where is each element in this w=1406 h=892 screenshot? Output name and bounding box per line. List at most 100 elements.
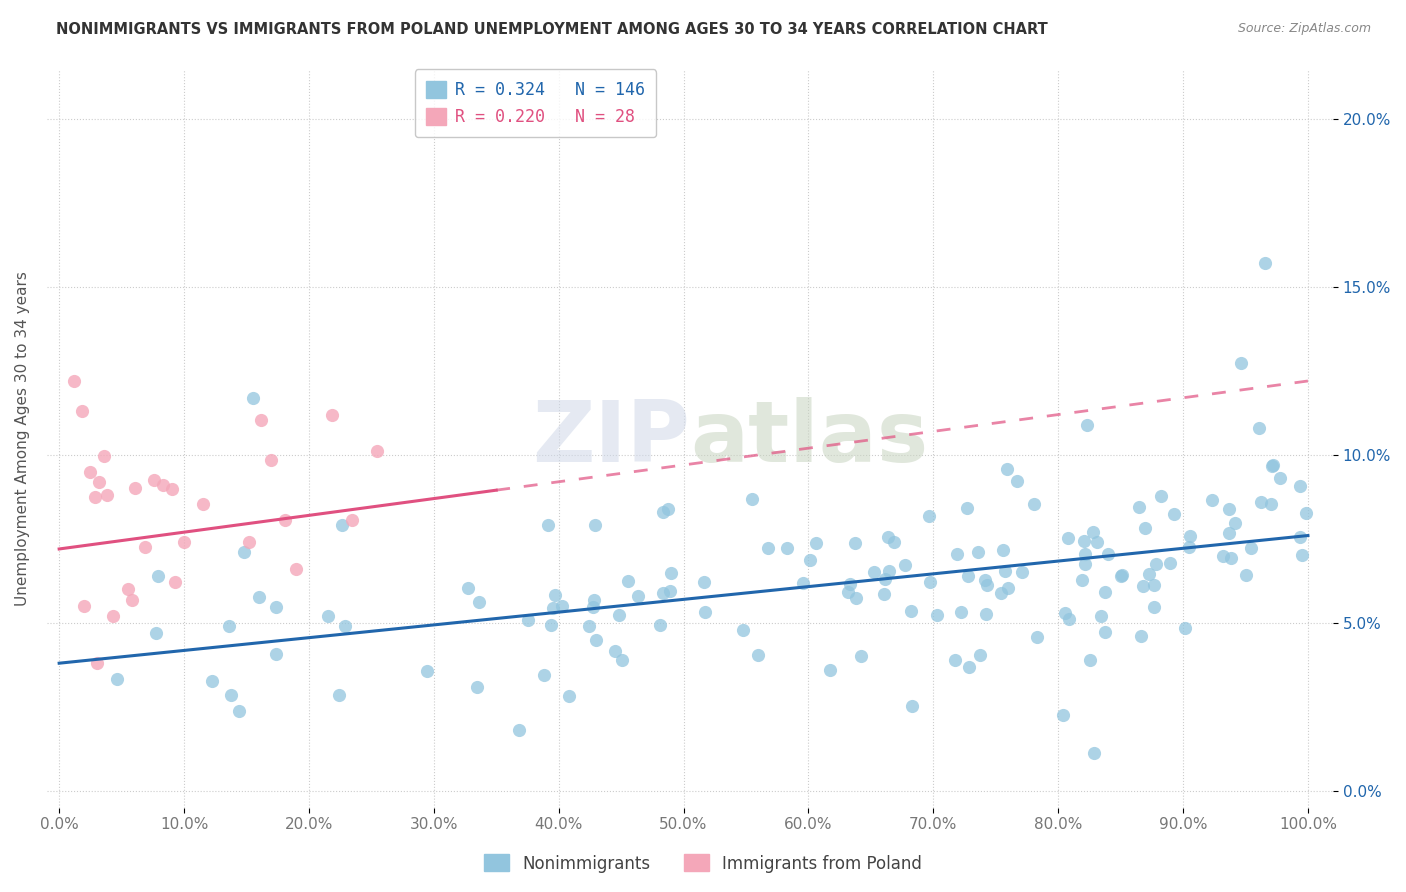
Point <box>63 374 86 388</box>
Point <box>1143 577 1166 591</box>
Point <box>894 558 917 572</box>
Point <box>873 572 896 586</box>
Point <box>900 604 922 618</box>
Point <box>994 565 1017 579</box>
Point <box>995 462 1018 476</box>
Point <box>990 586 1012 600</box>
Point <box>585 633 607 648</box>
Point <box>920 574 942 589</box>
Point <box>1053 606 1076 620</box>
Point <box>335 619 357 633</box>
Point <box>1212 549 1234 564</box>
Point <box>945 547 967 561</box>
Point <box>163 575 186 590</box>
Point <box>583 518 606 533</box>
Point <box>758 541 780 555</box>
Point <box>943 653 966 667</box>
Point <box>1097 547 1119 561</box>
Point <box>603 644 626 658</box>
Point <box>146 569 169 583</box>
Point <box>465 680 488 694</box>
Point <box>1218 525 1240 540</box>
Point <box>274 512 297 526</box>
Point <box>558 690 581 704</box>
Point <box>741 491 763 506</box>
Point <box>1081 525 1104 540</box>
Point <box>250 413 273 427</box>
Point <box>956 568 979 582</box>
Point <box>883 535 905 549</box>
Point <box>693 574 716 589</box>
Point <box>1149 490 1171 504</box>
Point <box>582 593 605 607</box>
Point <box>551 599 574 614</box>
Point <box>70 404 93 418</box>
Point <box>264 647 287 661</box>
Point <box>1163 507 1185 521</box>
Point <box>733 624 755 638</box>
Point <box>1225 516 1247 531</box>
Point <box>1076 418 1098 433</box>
Point <box>508 723 530 737</box>
Point <box>1094 585 1116 599</box>
Point <box>264 600 287 615</box>
Point <box>901 699 924 714</box>
Point <box>1250 495 1272 509</box>
Point <box>845 591 868 605</box>
Point <box>873 587 896 601</box>
Point <box>219 689 242 703</box>
Point <box>1295 507 1317 521</box>
Point <box>121 593 143 607</box>
Point <box>1074 557 1097 571</box>
Point <box>792 575 814 590</box>
Point <box>238 534 260 549</box>
Point <box>1201 493 1223 508</box>
Point <box>657 501 679 516</box>
Point <box>124 481 146 495</box>
Point <box>806 536 828 550</box>
Point <box>1011 565 1033 579</box>
Point <box>544 588 567 602</box>
Point <box>1137 566 1160 581</box>
Point <box>1132 579 1154 593</box>
Point <box>1270 471 1292 485</box>
Point <box>93 449 115 463</box>
Point <box>537 518 560 533</box>
Point <box>1135 521 1157 535</box>
Point <box>1144 557 1167 571</box>
Text: NONIMMIGRANTS VS IMMIGRANTS FROM POLAND UNEMPLOYMENT AMONG AGES 30 TO 34 YEARS C: NONIMMIGRANTS VS IMMIGRANTS FROM POLAND … <box>56 22 1047 37</box>
Point <box>648 618 671 632</box>
Point <box>969 648 991 662</box>
Legend: R = 0.324   N = 146, R = 0.220   N = 28: R = 0.324 N = 146, R = 0.220 N = 28 <box>415 70 657 137</box>
Point <box>1240 541 1263 555</box>
Y-axis label: Unemployment Among Ages 30 to 34 years: Unemployment Among Ages 30 to 34 years <box>15 270 30 606</box>
Point <box>143 473 166 487</box>
Point <box>1247 421 1270 435</box>
Point <box>340 513 363 527</box>
Point <box>997 581 1019 595</box>
Point <box>877 565 900 579</box>
Point <box>1005 474 1028 488</box>
Point <box>582 600 605 615</box>
Point <box>991 542 1014 557</box>
Point <box>1094 625 1116 640</box>
Point <box>101 609 124 624</box>
Point <box>134 540 156 554</box>
Point <box>541 601 564 615</box>
Point <box>1109 569 1132 583</box>
Point <box>1128 500 1150 515</box>
Point <box>1174 621 1197 635</box>
Point <box>1143 599 1166 614</box>
Point <box>966 545 988 559</box>
Point <box>851 648 873 663</box>
Point <box>84 490 107 504</box>
Point <box>332 518 354 533</box>
Point <box>578 618 600 632</box>
Point <box>1025 630 1047 644</box>
Point <box>1057 531 1080 545</box>
Point <box>1261 458 1284 473</box>
Point <box>366 443 388 458</box>
Point <box>661 566 683 580</box>
Point <box>117 582 139 597</box>
Point <box>956 500 979 515</box>
